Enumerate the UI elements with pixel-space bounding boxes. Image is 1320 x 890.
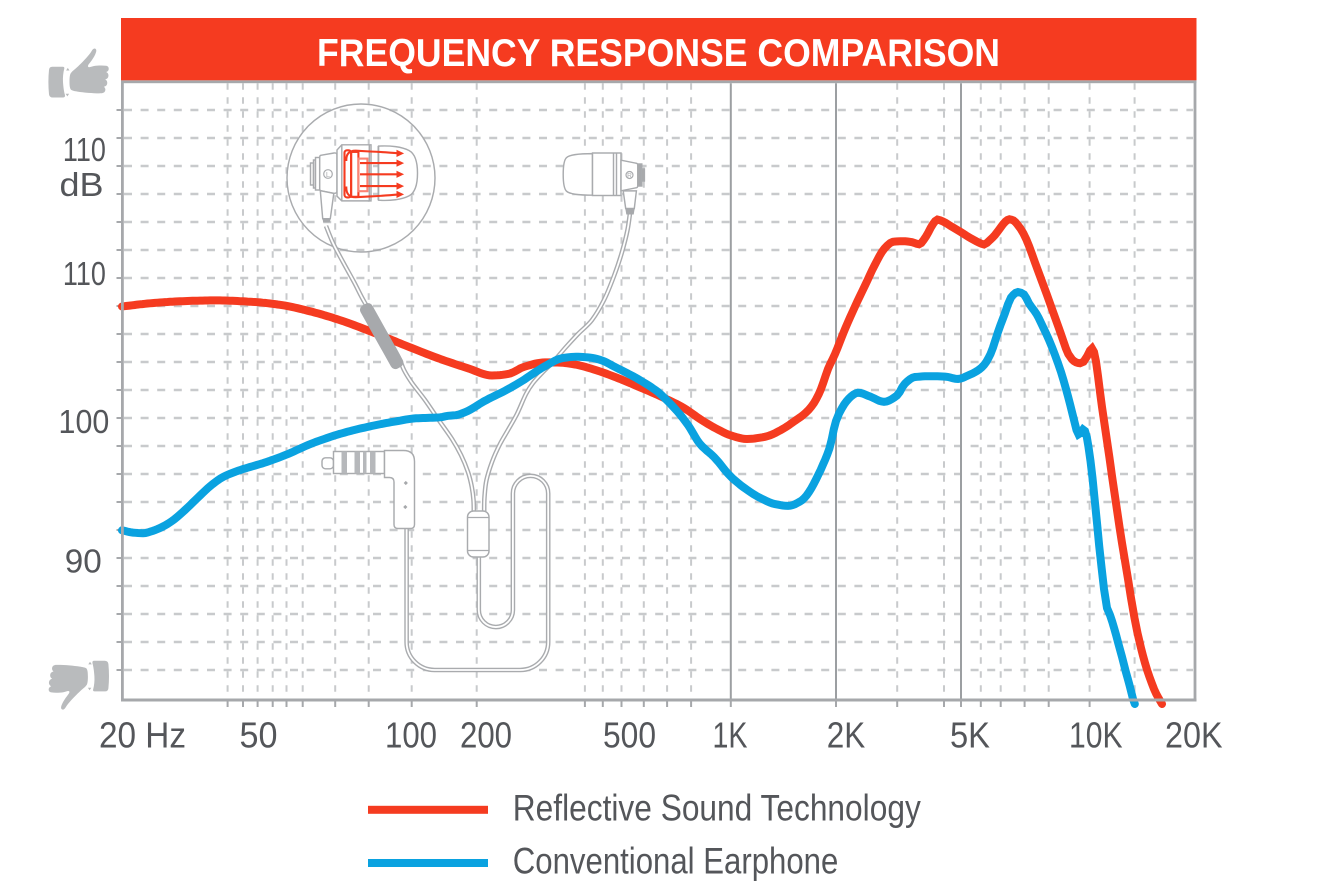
- svg-text:100: 100: [385, 715, 437, 756]
- svg-text:10K: 10K: [1069, 715, 1123, 756]
- svg-text:20K: 20K: [1165, 715, 1223, 756]
- svg-text:2K: 2K: [827, 715, 866, 756]
- svg-text:dB: dB: [60, 166, 104, 203]
- svg-text:20 Hz: 20 Hz: [99, 715, 186, 756]
- svg-text:200: 200: [460, 715, 512, 756]
- svg-text:1K: 1K: [713, 715, 748, 756]
- svg-text:100: 100: [59, 403, 110, 440]
- svg-text:110: 110: [63, 255, 106, 292]
- svg-text:Reflective Sound Technology: Reflective Sound Technology: [513, 788, 921, 829]
- svg-text:110: 110: [63, 131, 106, 168]
- svg-text:5K: 5K: [950, 715, 990, 756]
- svg-text:FREQUENCY RESPONSE COMPARISON: FREQUENCY RESPONSE COMPARISON: [317, 32, 1000, 75]
- svg-text:500: 500: [603, 715, 656, 756]
- svg-text:90: 90: [65, 543, 102, 580]
- svg-text:R: R: [627, 172, 632, 179]
- svg-text:50: 50: [240, 715, 278, 756]
- svg-text:Conventional Earphone: Conventional Earphone: [513, 841, 839, 882]
- svg-text:L: L: [326, 170, 330, 179]
